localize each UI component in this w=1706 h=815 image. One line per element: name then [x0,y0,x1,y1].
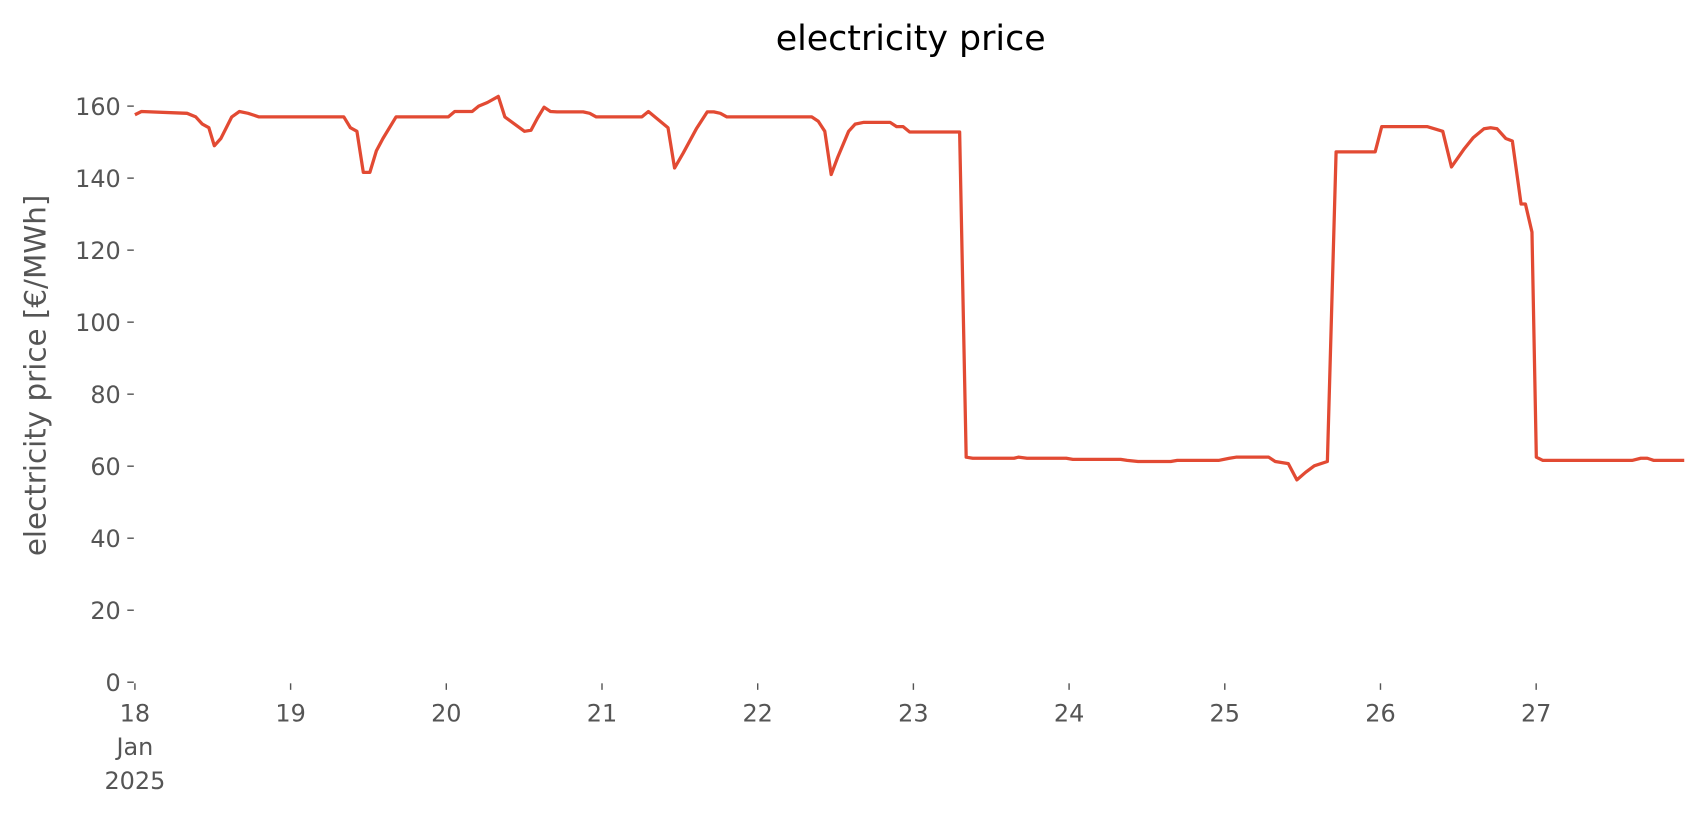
x-tick-label-line: Jan [114,733,153,761]
x-tick-label: 22 [742,699,772,727]
x-tick-label-line: 23 [898,699,928,727]
y-tick-label: 20 [90,597,120,625]
x-tick-label: 20 [431,699,461,727]
price-line [134,94,1685,482]
x-tick-label: 25 [1210,699,1240,727]
x-tick-label: 18 Jan 2025 [104,699,165,794]
y-tick-label: 100 [75,309,121,337]
x-tick-label: 23 [898,699,928,727]
y-tick-label: 40 [90,525,120,553]
y-axis-label: electricity price [€/MWh] [19,195,53,557]
x-tick-label-line: 18 [120,699,150,727]
x-tick-label: 27 [1521,699,1551,727]
x-tick-label-line: 25 [1210,699,1240,727]
y-tick-label: 160 [75,93,121,121]
y-tick-label: 60 [90,453,120,481]
x-tick-label: 24 [1054,699,1084,727]
x-tick-label-line: 2025 [104,767,165,795]
x-tick-label-line: 21 [587,699,617,727]
y-tick-label: 140 [75,165,121,193]
chart-title: electricity price [776,19,1046,59]
x-tick-label-line: 20 [431,699,461,727]
x-tick-label-line: 19 [275,699,305,727]
x-tick-label: 26 [1365,699,1395,727]
x-tick-label-line: 22 [742,699,772,727]
y-tick-label: 80 [90,381,120,409]
y-tick-label: 0 [106,669,121,697]
x-tick-label: 19 [275,699,305,727]
x-tick-label-line: 26 [1365,699,1395,727]
x-tick-label-line: 24 [1054,699,1084,727]
x-tick-label-line: 27 [1521,699,1551,727]
x-tick-label: 21 [587,699,617,727]
y-tick-label: 120 [75,237,121,265]
